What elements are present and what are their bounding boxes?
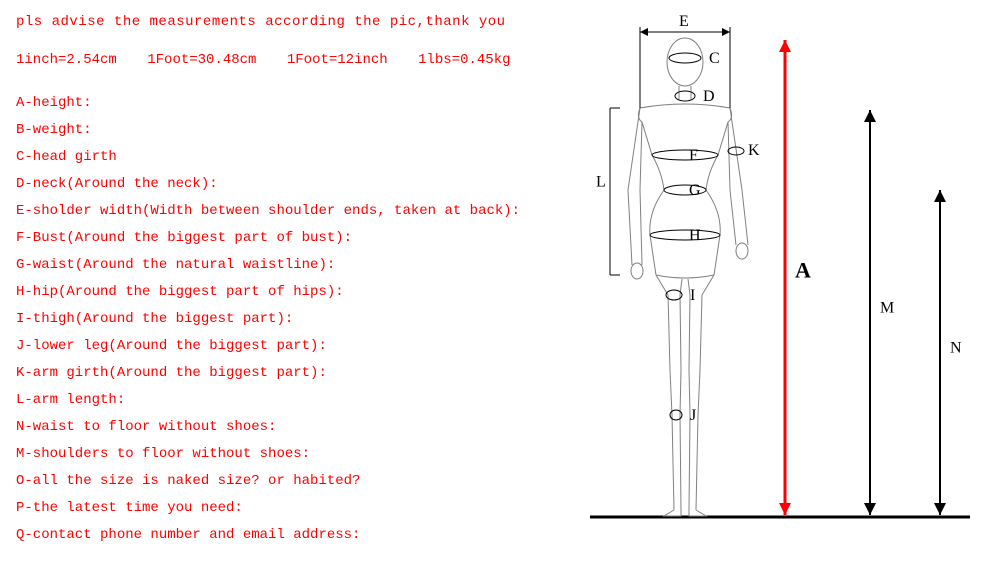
item-C: C-head girth [16, 150, 576, 164]
item-E: E-sholder width(Width between shoulder e… [16, 204, 576, 218]
svg-text:C: C [709, 50, 720, 67]
svg-text:F: F [689, 147, 698, 164]
header-text: pls advise the measurements according th… [16, 14, 576, 30]
svg-text:I: I [690, 287, 695, 304]
conversion-line: 1inch=2.54cm 1Foot=30.48cm 1Foot=12inch … [16, 52, 576, 68]
measurement-text-column: pls advise the measurements according th… [16, 14, 576, 555]
item-N: N-waist to floor without shoes: [16, 420, 576, 434]
item-K: K-arm girth(Around the biggest part): [16, 366, 576, 380]
item-H: H-hip(Around the biggest part of hips): [16, 285, 576, 299]
svg-text:L: L [596, 174, 606, 191]
item-P: P-the latest time you need: [16, 501, 576, 515]
item-O: O-all the size is naked size? or habited… [16, 474, 576, 488]
item-G: G-waist(Around the natural waistline): [16, 258, 576, 272]
item-D: D-neck(Around the neck): [16, 177, 576, 191]
item-Q: Q-contact phone number and email address… [16, 528, 576, 542]
conv-lbs-kg: 1lbs=0.45kg [418, 52, 510, 68]
svg-text:N: N [950, 340, 962, 357]
item-L: L-arm length: [16, 393, 576, 407]
svg-text:J: J [690, 407, 696, 424]
svg-text:H: H [689, 227, 701, 244]
svg-text:K: K [748, 142, 760, 159]
svg-text:G: G [689, 182, 701, 199]
svg-text:E: E [679, 13, 689, 30]
conv-foot-inch: 1Foot=12inch [287, 52, 388, 68]
item-M: M-shoulders to floor without shoes: [16, 447, 576, 461]
svg-text:M: M [880, 300, 894, 317]
conv-foot-cm: 1Foot=30.48cm [147, 52, 256, 68]
svg-text:D: D [703, 88, 715, 105]
conv-inch-cm: 1inch=2.54cm [16, 52, 117, 68]
body-diagram: C D F G H I J K E L A M N [580, 0, 1000, 563]
item-I: I-thigh(Around the biggest part): [16, 312, 576, 326]
item-J: J-lower leg(Around the biggest part): [16, 339, 576, 353]
item-F: F-Bust(Around the biggest part of bust): [16, 231, 576, 245]
svg-text:A: A [795, 258, 811, 283]
item-B: B-weight: [16, 123, 576, 137]
item-A: A-height: [16, 96, 576, 110]
